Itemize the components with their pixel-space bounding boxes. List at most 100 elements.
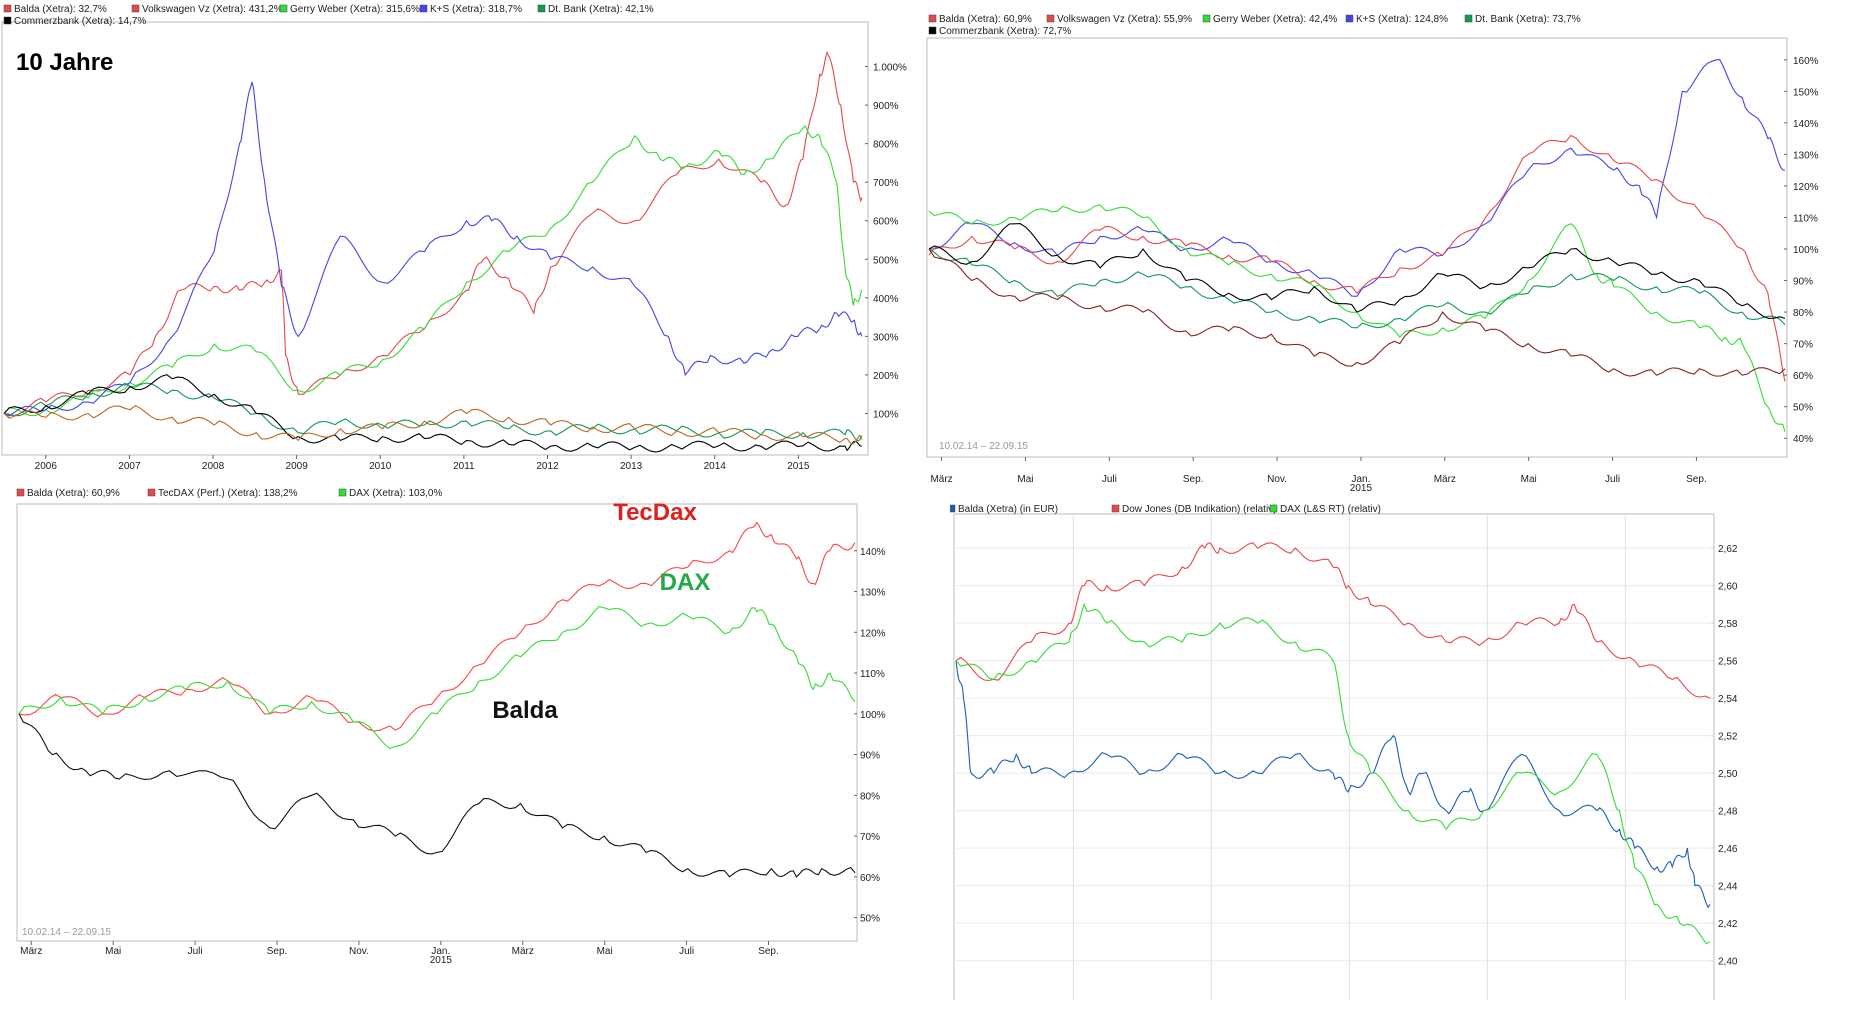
x-tick-label: März (512, 946, 534, 957)
legend-entry: Dt. Bank (Xetra): 73,7% (1475, 14, 1581, 25)
series-line-gerry-weber (928, 204, 1786, 433)
y-tick-label: 2,50 (1718, 769, 1738, 780)
x-tick-label: Sep. (267, 946, 288, 957)
legend-entry: Commerzbank (Xetra): 72,7% (939, 26, 1071, 37)
y-tick-label: 700% (873, 178, 899, 189)
chart-multi-stocks-2014-2015: Balda (Xetra): 60,9% Volkswagen Vz (Xetra… (926, 14, 1819, 494)
legend-swatch (131, 4, 140, 13)
y-tick-label: 60% (1793, 371, 1813, 382)
y-tick-label: 200% (873, 371, 899, 382)
legend-swatch (928, 14, 937, 23)
legend-swatch (419, 4, 428, 13)
legend-swatch (950, 504, 956, 513)
x-tick-label: Mai (105, 946, 121, 957)
legend-entry: Balda (Xetra): 60,9% (27, 488, 120, 499)
y-tick-label: 130% (860, 588, 886, 599)
y-tick-label: 2,44 (1718, 882, 1738, 893)
series-line-commerzbank (3, 374, 862, 453)
date-range-label: 10.02.14 – 22.09.15 (939, 441, 1028, 452)
y-tick-label: 140% (860, 547, 886, 558)
legend-swatch (3, 16, 12, 25)
legend-swatch (1345, 14, 1354, 23)
x-tick-label: Sep. (758, 946, 779, 957)
y-tick-label: 600% (873, 217, 899, 228)
y-tick-label: 120% (860, 628, 886, 639)
series-line-dow-jones-db-indikation-relativ- (955, 542, 1711, 699)
legend-swatch (1202, 14, 1211, 23)
y-tick-label: 2,60 (1718, 582, 1738, 593)
y-tick-label: 70% (860, 832, 880, 843)
y-tick-label: 2,58 (1718, 619, 1738, 630)
series-line-volkswagen-vz (928, 134, 1786, 382)
series-line-balda (928, 248, 1786, 377)
y-tick-label: 50% (860, 914, 880, 925)
y-tick-label: 80% (1793, 308, 1813, 319)
y-tick-label: 100% (1793, 245, 1819, 256)
legend-swatch (1111, 504, 1120, 513)
legend-entry: Dt. Bank (Xetra): 42,1% (548, 4, 654, 15)
legend-swatch (537, 4, 546, 13)
x-tick-label: 2008 (202, 461, 225, 472)
annotation-tecdax: TecDax (613, 499, 697, 526)
plot-frame (926, 37, 1788, 458)
legend-entry: Volkswagen Vz (Xetra): 55,9% (1057, 14, 1192, 25)
legend-entry: Commerzbank (Xetra): 14,7% (14, 16, 146, 27)
x-tick-label: Mai (1017, 474, 1033, 485)
x-tick-label: März (930, 474, 952, 485)
y-tick-label: 2,42 (1718, 919, 1738, 930)
chart-title: 10 Jahre (16, 49, 113, 76)
chart-balda-intraday: Balda (Xetra) (in EUR) Dow Jones (DB Indi… (950, 504, 1738, 1000)
y-tick-label: 300% (873, 332, 899, 343)
legend-entry: K+S (Xetra): 318,7% (430, 4, 522, 15)
y-tick-label: 140% (1793, 119, 1819, 130)
series-line-gerry-weber (3, 124, 863, 417)
x-tick-label: 2012 (536, 461, 559, 472)
y-tick-label: 2,40 (1718, 957, 1738, 968)
y-tick-label: 100% (873, 409, 899, 420)
series-line-balda (18, 713, 856, 878)
x-tick-label: Mai (597, 946, 613, 957)
x-tick-label: Sep. (1183, 474, 1204, 485)
y-tick-label: 110% (860, 669, 885, 680)
y-tick-label: 90% (860, 751, 880, 762)
legend-swatch (1464, 14, 1473, 23)
series-line-tecdax (18, 521, 856, 732)
y-tick-label: 130% (1793, 150, 1819, 161)
plot-frame (16, 503, 858, 942)
y-tick-label: 120% (1793, 182, 1819, 193)
x-tick-label: März (20, 946, 42, 957)
series-line-volkswagen-vz (3, 50, 863, 417)
legend-entry: Balda (Xetra): 32,7% (14, 4, 107, 15)
legend-swatch (279, 4, 288, 13)
x-tick-label: Jan. (431, 946, 450, 957)
series-line-commerzbank (928, 223, 1786, 319)
legend-entry: TecDAX (Perf.) (Xetra): 138,2% (158, 488, 298, 499)
x-tick-label: 2010 (369, 461, 392, 472)
chart-10-jahre: Balda (Xetra): 32,7% Volkswagen Vz (Xetra… (1, 4, 907, 472)
annotation-dax: DAX (660, 569, 711, 596)
x-tick-label: 2009 (286, 461, 309, 472)
x-tick-label: Jan. (1351, 474, 1370, 485)
x-sub-label: 2015 (1350, 483, 1373, 494)
x-tick-label: Sep. (1686, 474, 1707, 485)
y-tick-label: 2,52 (1718, 732, 1738, 743)
chart-balda-tecdax-dax: Balda (Xetra): 60,9% TecDAX (Perf.) (Xetr… (16, 488, 886, 966)
legend-entry: Gerry Weber (Xetra): 42,4% (1213, 14, 1337, 25)
legend-entry: Balda (Xetra): 60,9% (939, 14, 1032, 25)
x-tick-label: März (1434, 474, 1456, 485)
x-tick-label: Juli (1102, 474, 1117, 485)
plot-frame (953, 513, 1715, 1000)
y-tick-label: 2,54 (1718, 694, 1738, 705)
y-tick-label: 80% (860, 791, 880, 802)
legend-swatch (338, 488, 347, 497)
legend-entry: Volkswagen Vz (Xetra): 431,2% (142, 4, 283, 15)
x-tick-label: 2014 (704, 461, 727, 472)
legend-entry: DAX (L&S RT) (relativ) (1280, 504, 1381, 515)
x-sub-label: 2015 (430, 955, 453, 966)
series-line-k-s (3, 81, 863, 417)
x-tick-label: Nov. (1267, 474, 1287, 485)
legend-entry: Dow Jones (DB Indikation) (relativ) (1122, 504, 1277, 515)
y-tick-label: 400% (873, 294, 899, 305)
y-tick-label: 70% (1793, 340, 1813, 351)
legend-swatch (16, 488, 25, 497)
